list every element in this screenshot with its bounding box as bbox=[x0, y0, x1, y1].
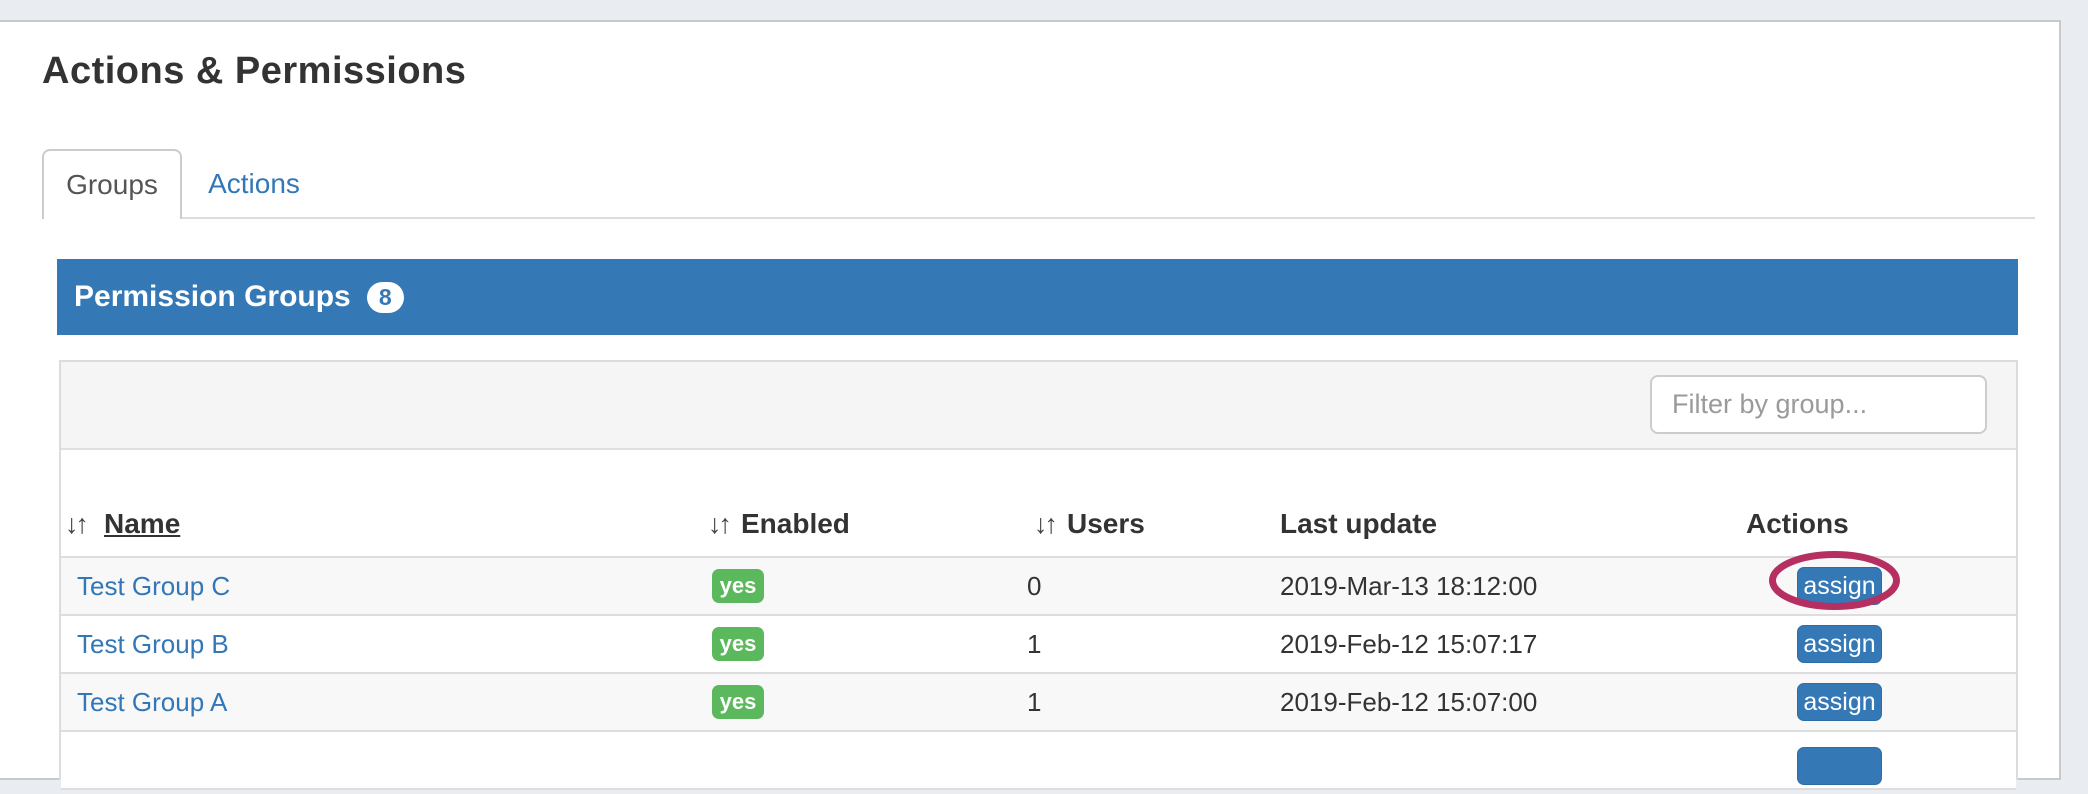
assign-button[interactable]: assign bbox=[1797, 683, 1882, 721]
column-header-enabled-label: Enabled bbox=[741, 508, 850, 539]
assign-button[interactable] bbox=[1797, 747, 1882, 785]
tab-actions[interactable]: Actions bbox=[194, 149, 314, 219]
tabs-divider bbox=[42, 217, 2035, 219]
panel-title: Permission Groups bbox=[74, 280, 351, 313]
column-header-actions-label: Actions bbox=[1746, 508, 1849, 539]
group-name-link[interactable]: Test Group C bbox=[77, 570, 231, 601]
assign-button[interactable]: assign bbox=[1797, 567, 1882, 605]
panel-header: Permission Groups 8 bbox=[57, 259, 2018, 335]
sort-icon: ↓↑ bbox=[708, 509, 732, 539]
tab-groups[interactable]: Groups bbox=[42, 149, 182, 219]
column-header-name-label: Name bbox=[104, 508, 181, 539]
tab-groups-label: Groups bbox=[66, 169, 158, 200]
group-name-link[interactable]: Test Group A bbox=[77, 686, 228, 717]
column-header-enabled[interactable]: ↓↑ Enabled bbox=[708, 508, 850, 540]
last-update-cell: 2019-Mar-13 18:12:00 bbox=[1280, 570, 1538, 601]
table-row-partial bbox=[61, 732, 2016, 790]
assign-button[interactable]: assign bbox=[1797, 625, 1882, 663]
enabled-cell: yes bbox=[712, 616, 764, 672]
actions-cell bbox=[1797, 738, 1882, 794]
column-header-users-label: Users bbox=[1067, 508, 1145, 539]
enabled-cell: yes bbox=[712, 558, 764, 614]
group-count-badge: 8 bbox=[366, 281, 404, 313]
filter-bar bbox=[61, 362, 2016, 450]
actions-cell: assign bbox=[1797, 674, 1882, 730]
actions-cell: assign bbox=[1797, 616, 1882, 672]
groups-panel: ↓↑ Name ↓↑ Enabled ↓↑ Users Last update … bbox=[59, 360, 2018, 790]
filter-input[interactable] bbox=[1650, 375, 1987, 434]
last-update-cell: 2019-Feb-12 15:07:17 bbox=[1280, 628, 1538, 659]
enabled-badge: yes bbox=[712, 569, 764, 603]
users-cell: 0 bbox=[1027, 570, 1042, 601]
content-card: Actions & Permissions Groups Actions Per… bbox=[0, 20, 2061, 790]
table-header-row: ↓↑ Name ↓↑ Enabled ↓↑ Users Last update … bbox=[61, 450, 2016, 558]
column-header-users[interactable]: ↓↑ Users bbox=[1034, 508, 1145, 540]
table-row: Test Group A yes 1 2019-Feb-12 15:07:00 … bbox=[61, 674, 2016, 732]
users-cell: 1 bbox=[1027, 686, 1042, 717]
column-header-actions: Actions bbox=[1746, 508, 1849, 540]
page-title: Actions & Permissions bbox=[42, 50, 467, 92]
column-header-last-update: Last update bbox=[1280, 508, 1437, 540]
enabled-badge: yes bbox=[712, 627, 764, 661]
enabled-badge: yes bbox=[712, 685, 764, 719]
sort-icon: ↓↑ bbox=[65, 509, 89, 539]
tab-actions-label: Actions bbox=[208, 168, 300, 199]
group-name-link[interactable]: Test Group B bbox=[77, 628, 229, 659]
table-row: Test Group C yes 0 2019-Mar-13 18:12:00 … bbox=[61, 558, 2016, 616]
column-header-name[interactable]: ↓↑ Name bbox=[65, 508, 180, 540]
users-cell: 1 bbox=[1027, 628, 1042, 659]
sort-icon: ↓↑ bbox=[1034, 509, 1058, 539]
column-header-last-update-label: Last update bbox=[1280, 508, 1438, 539]
table-row: Test Group B yes 1 2019-Feb-12 15:07:17 … bbox=[61, 616, 2016, 674]
actions-cell: assign bbox=[1797, 558, 1882, 614]
enabled-cell: yes bbox=[712, 674, 764, 730]
last-update-cell: 2019-Feb-12 15:07:00 bbox=[1280, 686, 1538, 717]
